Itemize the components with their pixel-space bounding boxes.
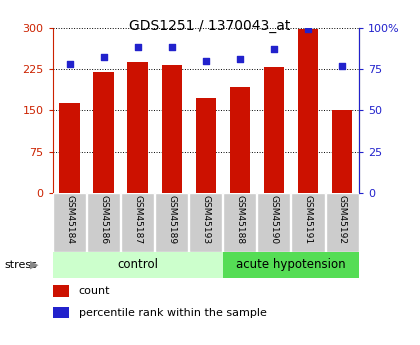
Point [304, 27, 311, 32]
Bar [59, 103, 80, 193]
Bar [155, 193, 188, 252]
Text: GSM45190: GSM45190 [270, 195, 278, 244]
Text: control: control [117, 258, 158, 271]
Text: acute hypotension: acute hypotension [236, 258, 346, 271]
Point [339, 63, 345, 68]
Text: GSM45186: GSM45186 [99, 195, 108, 244]
Point [66, 61, 73, 67]
Text: count: count [79, 286, 110, 296]
Bar [52, 285, 69, 297]
Text: GSM45189: GSM45189 [167, 195, 176, 244]
Point [202, 58, 209, 63]
Text: ▶: ▶ [30, 260, 39, 270]
Point [270, 46, 277, 52]
Point [100, 55, 107, 60]
Bar [53, 193, 86, 252]
Bar [52, 307, 69, 318]
Text: GSM45187: GSM45187 [133, 195, 142, 244]
Point [134, 45, 141, 50]
Bar [93, 72, 114, 193]
Bar [264, 67, 284, 193]
Bar [127, 62, 148, 193]
Bar [162, 65, 182, 193]
Bar [326, 193, 359, 252]
Bar [52, 252, 223, 278]
Bar [291, 193, 325, 252]
Text: percentile rank within the sample: percentile rank within the sample [79, 308, 266, 318]
Bar [257, 193, 291, 252]
Bar [121, 193, 154, 252]
Text: GDS1251 / 1370043_at: GDS1251 / 1370043_at [129, 19, 291, 33]
Bar [87, 193, 120, 252]
Bar [223, 252, 359, 278]
Text: GSM45192: GSM45192 [338, 195, 346, 244]
Bar [298, 29, 318, 193]
Point [168, 45, 175, 50]
Text: GSM45191: GSM45191 [304, 195, 312, 244]
Text: GSM45184: GSM45184 [65, 195, 74, 244]
Bar [189, 193, 222, 252]
Bar [196, 98, 216, 193]
Bar [223, 193, 256, 252]
Bar [332, 110, 352, 193]
Bar [230, 87, 250, 193]
Text: GSM45193: GSM45193 [201, 195, 210, 244]
Text: stress: stress [4, 260, 37, 270]
Point [236, 56, 243, 62]
Text: GSM45188: GSM45188 [235, 195, 244, 244]
